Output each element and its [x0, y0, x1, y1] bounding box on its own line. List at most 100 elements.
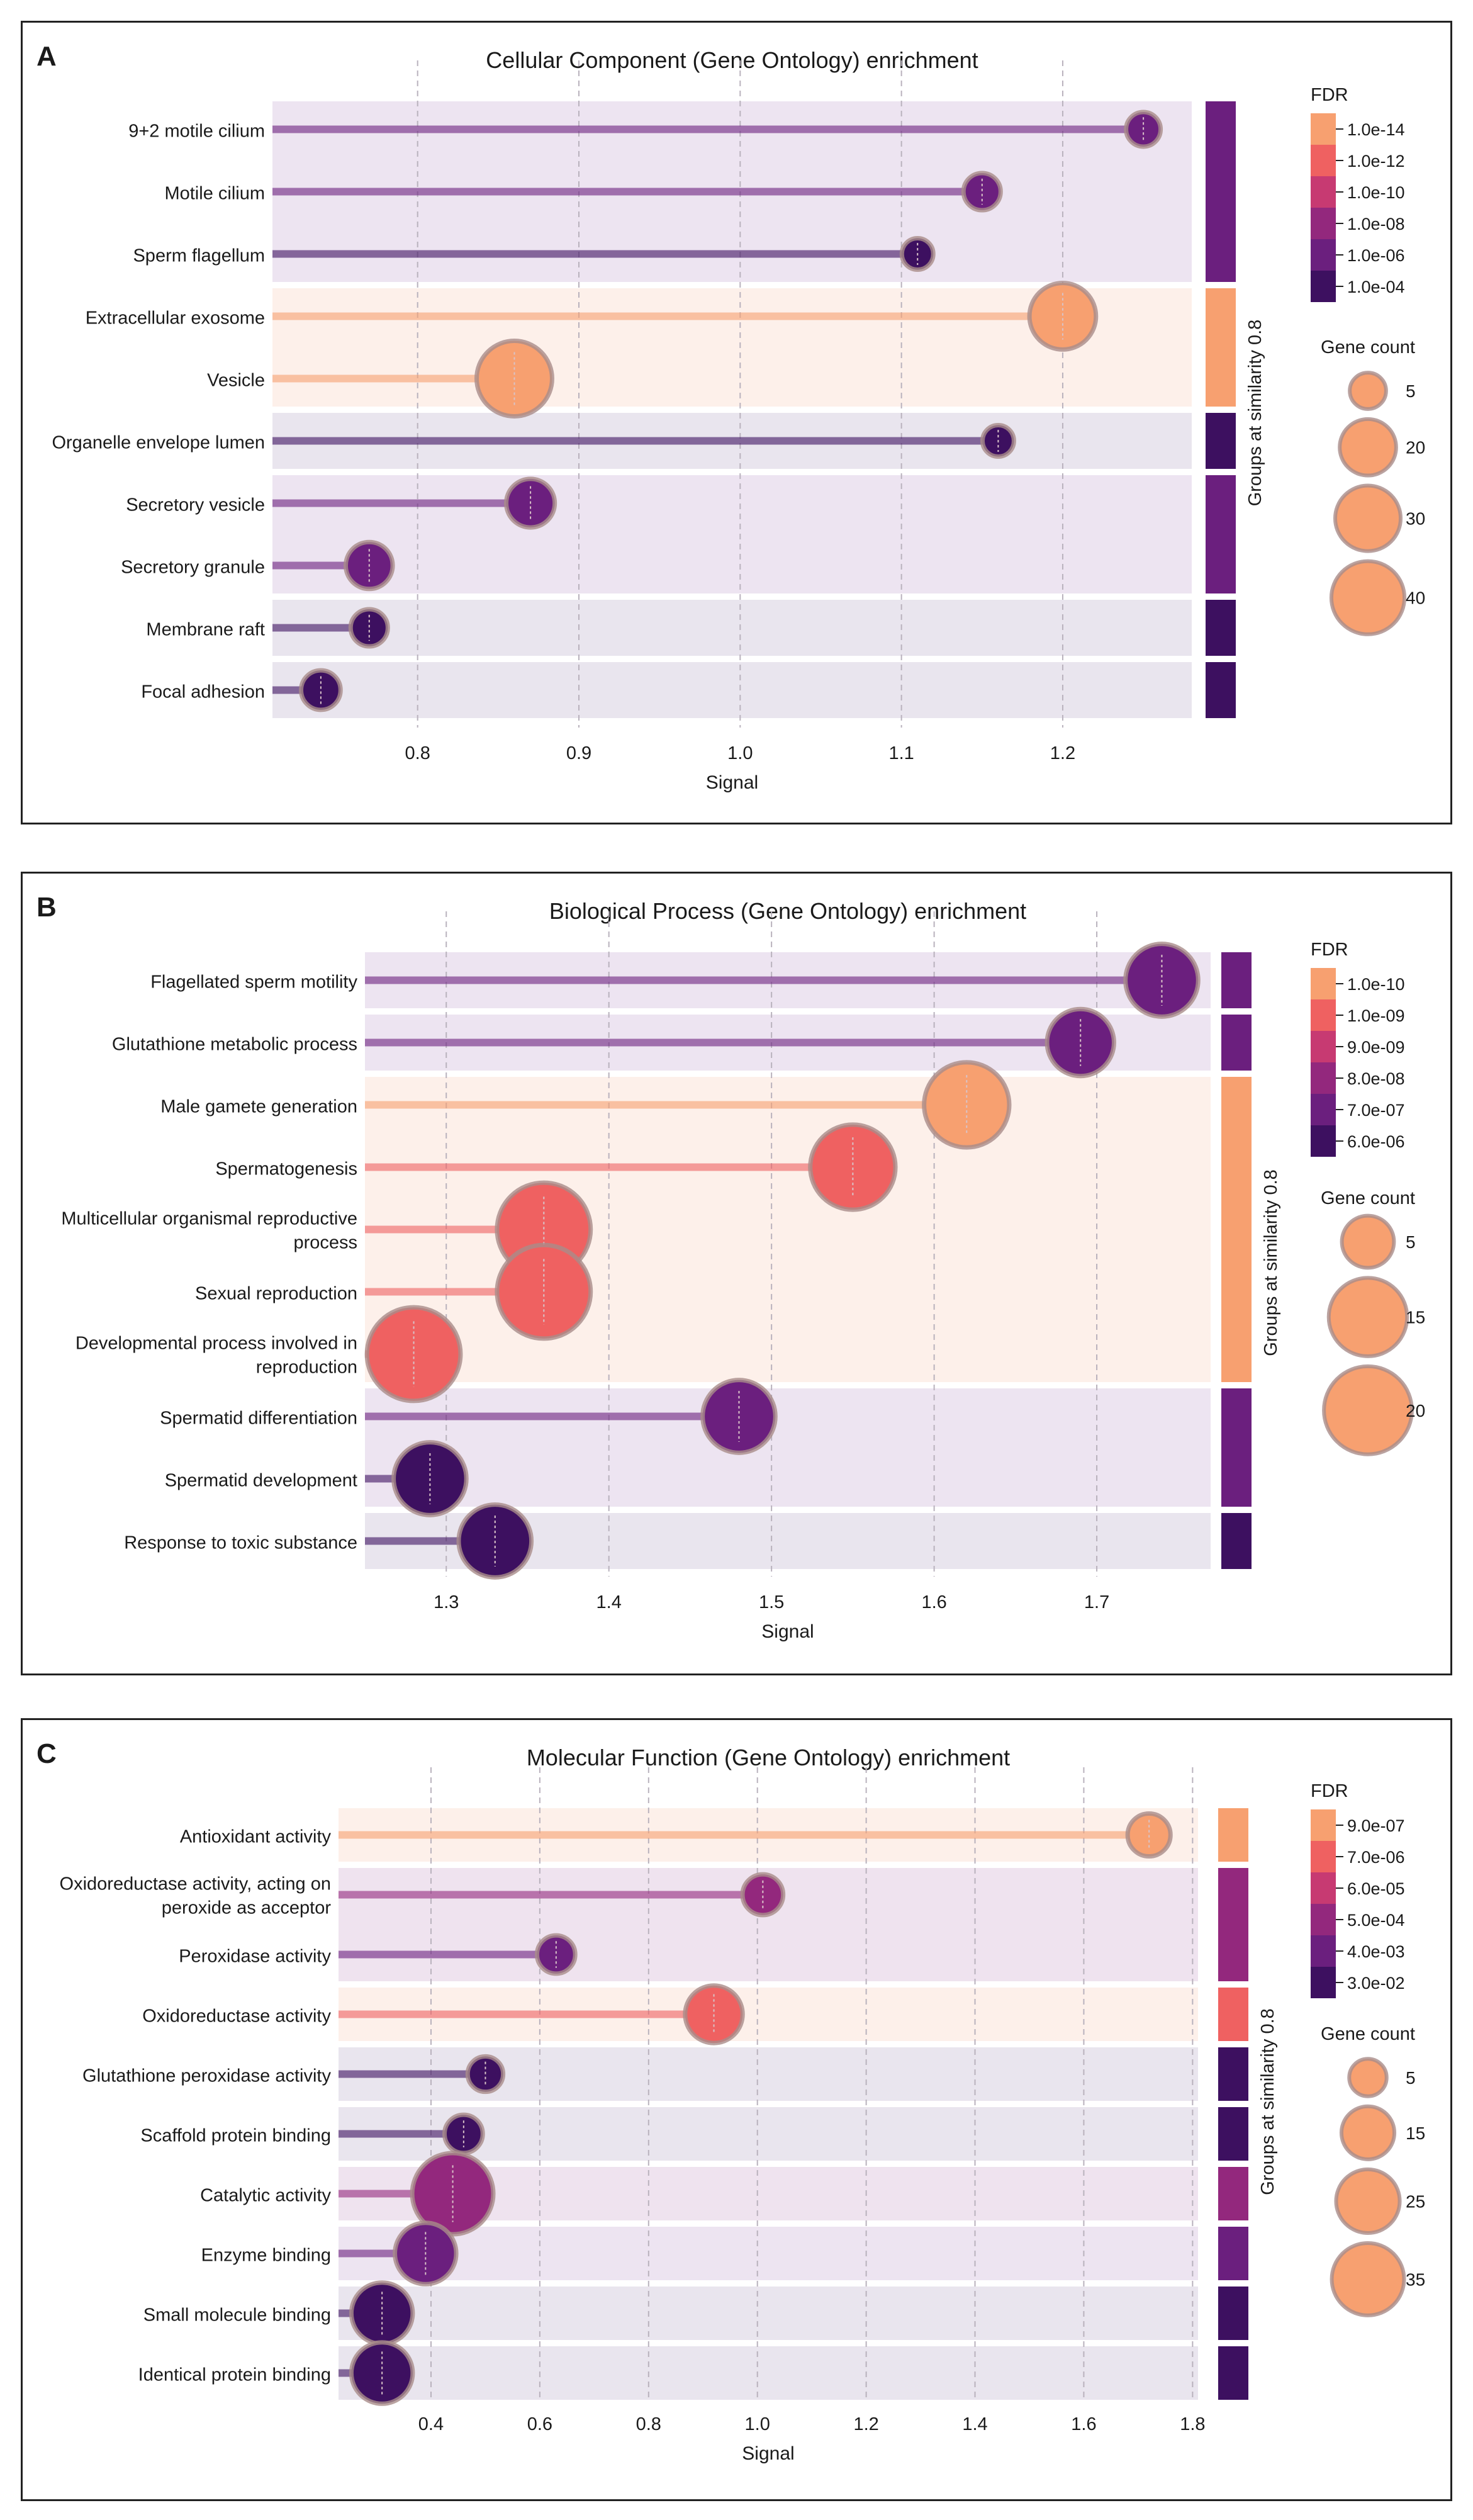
fdr-legend-title: FDR — [1311, 1781, 1348, 1801]
panel-letter: C — [36, 1738, 57, 1769]
group-color-bar — [1218, 2227, 1248, 2280]
lollipop-point — [1027, 281, 1099, 352]
fdr-legend-swatch — [1311, 1062, 1336, 1094]
fdr-legend-label: 1.0e-10 — [1347, 183, 1405, 202]
group-color-bar — [1206, 288, 1236, 407]
term-label: peroxide as acceptor — [162, 1898, 332, 1918]
lollipop-point — [961, 171, 1003, 213]
group-band — [339, 2287, 1198, 2340]
term-label: Vesicle — [207, 371, 265, 391]
term-label: Oxidoreductase activity — [142, 2006, 331, 2027]
group-color-bar — [1221, 1015, 1252, 1071]
fdr-legend-label: 9.0e-09 — [1347, 1038, 1405, 1057]
size-legend-label: 5 — [1406, 381, 1416, 401]
size-legend-circle — [1333, 483, 1403, 553]
term-label: Enzyme binding — [201, 2246, 331, 2266]
fdr-legend-swatch — [1311, 1967, 1336, 1998]
group-band — [365, 1388, 1211, 1507]
fdr-legend-label: 1.0e-09 — [1347, 1006, 1405, 1025]
group-band — [272, 475, 1192, 593]
x-axis-label: Signal — [761, 1621, 814, 1642]
term-label: Identical protein binding — [138, 2365, 331, 2385]
fdr-legend-swatch — [1311, 1094, 1336, 1125]
size-legend-title: Gene count — [1321, 1188, 1415, 1208]
fdr-legend-label: 5.0e-04 — [1347, 1911, 1405, 1930]
term-label: Sexual reproduction — [195, 1284, 357, 1304]
group-color-bar — [1221, 1077, 1252, 1382]
size-legend-circle — [1340, 1213, 1396, 1270]
term-label: Secretory granule — [121, 558, 265, 578]
size-legend-circle — [1348, 371, 1388, 411]
x-tick-label: 1.1 — [888, 743, 914, 763]
size-legend-circle — [1329, 559, 1407, 636]
fdr-legend-label: 1.0e-10 — [1347, 975, 1405, 994]
fdr-legend-swatch — [1311, 1872, 1336, 1904]
lollipop-point — [410, 2151, 496, 2237]
lollipop-point — [364, 1305, 463, 1403]
fdr-legend-swatch — [1311, 1125, 1336, 1157]
fdr-legend-swatch — [1311, 1935, 1336, 1967]
group-color-bar — [1221, 1513, 1252, 1569]
panel-letter: A — [36, 41, 57, 72]
fdr-legend-label: 1.0e-12 — [1347, 152, 1405, 171]
chart-title: Biological Process (Gene Ontology) enric… — [549, 898, 1026, 924]
x-tick-label: 1.0 — [727, 743, 753, 763]
fdr-legend-label: 7.0e-07 — [1347, 1101, 1405, 1120]
term-label: Spermatid differentiation — [160, 1409, 357, 1429]
fdr-legend-swatch — [1311, 1809, 1336, 1841]
fdr-legend-swatch — [1311, 999, 1336, 1031]
group-band — [339, 2227, 1198, 2280]
group-color-bar — [1206, 413, 1236, 469]
term-label: Flagellated sperm motility — [150, 972, 357, 993]
group-color-bar — [1221, 952, 1252, 1008]
panel-a-chart: A Cellular Component (Gene Ontology) enri… — [36, 41, 1425, 793]
fdr-legend-swatch — [1311, 1031, 1336, 1062]
size-legend-label: 15 — [1406, 2123, 1425, 2143]
x-tick-label: 0.6 — [527, 2414, 552, 2434]
group-color-bar — [1218, 2167, 1248, 2220]
term-label: Secretory vesicle — [126, 495, 265, 515]
size-legend-label: 40 — [1406, 588, 1425, 608]
term-label: Multicellular organismal reproductive — [61, 1209, 357, 1229]
size-legend-title: Gene count — [1321, 2024, 1415, 2044]
size-legend-label: 20 — [1406, 1401, 1425, 1420]
fdr-legend-swatch — [1311, 1904, 1336, 1935]
fdr-legend-swatch — [1311, 271, 1336, 302]
fdr-legend-label: 1.0e-06 — [1347, 246, 1405, 265]
x-tick-label: 0.8 — [405, 743, 430, 763]
size-legend-label: 20 — [1406, 438, 1425, 458]
group-color-bar — [1218, 2287, 1248, 2340]
group-color-bar — [1218, 2346, 1248, 2400]
fdr-legend-title: FDR — [1311, 940, 1348, 960]
term-label: reproduction — [256, 1358, 357, 1378]
x-axis-label: Signal — [706, 772, 758, 793]
panel-c-chart: C Molecular Function (Gene Ontology) enri… — [36, 1738, 1425, 2464]
fdr-legend-label: 4.0e-03 — [1347, 1942, 1405, 1961]
term-label: Oxidoreductase activity, acting on — [60, 1874, 331, 1894]
lollipop-point — [495, 1242, 593, 1341]
x-tick-label: 1.4 — [596, 1592, 622, 1612]
group-axis-label: Groups at similarity 0.8 — [1245, 320, 1265, 507]
group-color-bar — [1206, 475, 1236, 593]
group-color-bar — [1206, 600, 1236, 656]
x-tick-label: 1.2 — [853, 2414, 878, 2434]
chart-title: Cellular Component (Gene Ontology) enric… — [486, 47, 978, 73]
x-tick-label: 0.9 — [566, 743, 591, 763]
size-legend-circle — [1322, 1364, 1414, 1456]
x-tick-label: 0.4 — [418, 2414, 444, 2434]
size-legend-title: Gene count — [1321, 337, 1415, 357]
x-axis-label: Signal — [742, 2443, 794, 2464]
group-axis-label: Groups at similarity 0.8 — [1258, 2008, 1278, 2195]
x-tick-label: 1.3 — [434, 1592, 459, 1612]
lollipop-point — [922, 1060, 1012, 1150]
group-color-bar — [1206, 662, 1236, 718]
fdr-legend-label: 7.0e-06 — [1347, 1848, 1405, 1867]
fdr-legend-swatch — [1311, 113, 1336, 145]
x-tick-label: 1.6 — [1071, 2414, 1096, 2434]
x-tick-label: 1.7 — [1084, 1592, 1109, 1612]
size-legend-circle — [1338, 417, 1398, 478]
size-legend-circle — [1339, 2104, 1397, 2161]
fdr-legend-swatch — [1311, 208, 1336, 239]
lollipop-point — [534, 1933, 578, 1976]
fdr-legend-label: 1.0e-04 — [1347, 278, 1405, 296]
